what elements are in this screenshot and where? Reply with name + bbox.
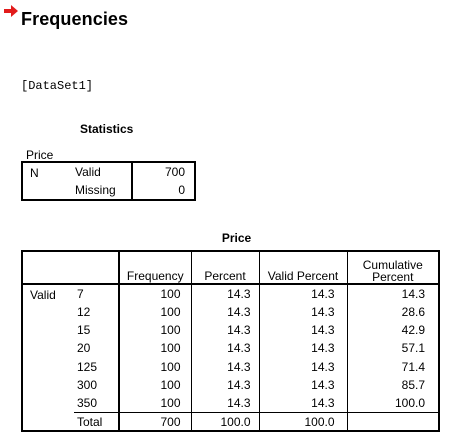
table-row: 20 100 14.3 14.3 57.1 xyxy=(22,339,439,358)
row-frequency: 100 xyxy=(118,375,191,395)
missing-label: Missing xyxy=(75,183,116,197)
output-heading: Frequencies xyxy=(21,9,129,29)
header-cumulative-percent: Cumulative Percent xyxy=(346,251,439,285)
row-value: 300 xyxy=(77,378,98,393)
statistics-variable: Price xyxy=(26,148,54,162)
row-percent: 14.3 xyxy=(190,284,259,303)
row-group-label: Valid xyxy=(30,288,56,302)
missing-value: 0 xyxy=(131,181,196,200)
row-percent: 14.3 xyxy=(190,339,259,358)
frequency-table-header: Frequency Percent Valid Percent Cumulati… xyxy=(22,251,439,285)
valid-value: 700 xyxy=(131,162,196,181)
frequency-table-title: Price xyxy=(221,231,252,245)
row-cumulative-percent: 28.6 xyxy=(346,302,439,321)
row-cumulative-percent: 100.0 xyxy=(346,394,439,413)
header-blank-group xyxy=(22,251,74,285)
row-cumulative-percent: 42.9 xyxy=(346,320,439,340)
total-percent: 100.0 xyxy=(190,412,259,432)
total-frequency: 700 xyxy=(118,412,191,432)
row-valid-percent: 14.3 xyxy=(258,284,347,303)
row-cumulative-percent: 14.3 xyxy=(346,284,439,303)
row-percent: 14.3 xyxy=(190,375,259,395)
row-value: 15 xyxy=(77,322,91,337)
header-frequency: Frequency xyxy=(118,251,191,285)
row-frequency: 100 xyxy=(118,339,191,358)
header-valid-percent: Valid Percent xyxy=(258,251,347,285)
row-frequency: 100 xyxy=(118,284,191,303)
table-row: 15 100 14.3 14.3 42.9 xyxy=(22,320,439,340)
row-valid-percent: 14.3 xyxy=(258,320,347,340)
frequency-table-body: Valid 7 100 14.3 14.3 14.3 12 100 14.3 14.3 28.6 15… xyxy=(22,284,439,432)
total-cumulative-percent xyxy=(346,412,439,432)
row-valid-percent: 14.3 xyxy=(258,394,347,413)
row-percent: 14.3 xyxy=(190,320,259,340)
row-cumulative-percent: 71.4 xyxy=(346,357,439,376)
table-row: 12 100 14.3 14.3 28.6 xyxy=(22,302,439,321)
row-valid-percent: 14.3 xyxy=(258,375,347,395)
row-percent: 14.3 xyxy=(190,302,259,321)
statistics-title: Statistics xyxy=(80,122,134,136)
statistics-table: N Valid 700 Missing 0 xyxy=(21,161,196,201)
row-value: 350 xyxy=(77,396,98,411)
row-frequency: 100 xyxy=(118,357,191,376)
row-cumulative-percent: 85.7 xyxy=(346,375,439,395)
total-valid-percent: 100.0 xyxy=(258,412,347,432)
row-frequency: 100 xyxy=(118,394,191,413)
header-percent: Percent xyxy=(190,251,259,285)
dataset-label: [DataSet1] xyxy=(21,79,94,93)
row-value: 125 xyxy=(77,359,98,374)
header-blank-label xyxy=(74,251,119,285)
row-frequency: 100 xyxy=(118,302,191,321)
red-arrow-icon xyxy=(4,5,18,17)
table-row: Valid 7 100 14.3 14.3 14.3 xyxy=(22,284,439,303)
table-row: 300 100 14.3 14.3 85.7 xyxy=(22,375,439,395)
table-row: 350 100 14.3 14.3 100.0 xyxy=(22,394,439,413)
row-frequency: 100 xyxy=(118,320,191,340)
row-cumulative-percent: 57.1 xyxy=(346,339,439,358)
row-value: 7 xyxy=(77,286,84,301)
statistics-row-missing: Missing 0 xyxy=(22,181,196,200)
row-valid-percent: 14.3 xyxy=(258,357,347,376)
row-value: 12 xyxy=(77,304,91,319)
row-percent: 14.3 xyxy=(190,357,259,376)
total-label: Total xyxy=(74,412,119,432)
frequency-table: Frequency Percent Valid Percent Cumulati… xyxy=(21,250,440,433)
row-value: 20 xyxy=(77,341,91,356)
statistics-row-valid: N Valid 700 xyxy=(21,162,196,201)
valid-label: Valid xyxy=(75,165,101,179)
row-valid-percent: 14.3 xyxy=(258,302,347,321)
row-valid-percent: 14.3 xyxy=(258,339,347,358)
table-row-total: Total 700 100.0 100.0 xyxy=(22,412,439,432)
n-label: N xyxy=(21,162,75,201)
table-row: 125 100 14.3 14.3 71.4 xyxy=(22,357,439,376)
row-percent: 14.3 xyxy=(190,394,259,413)
